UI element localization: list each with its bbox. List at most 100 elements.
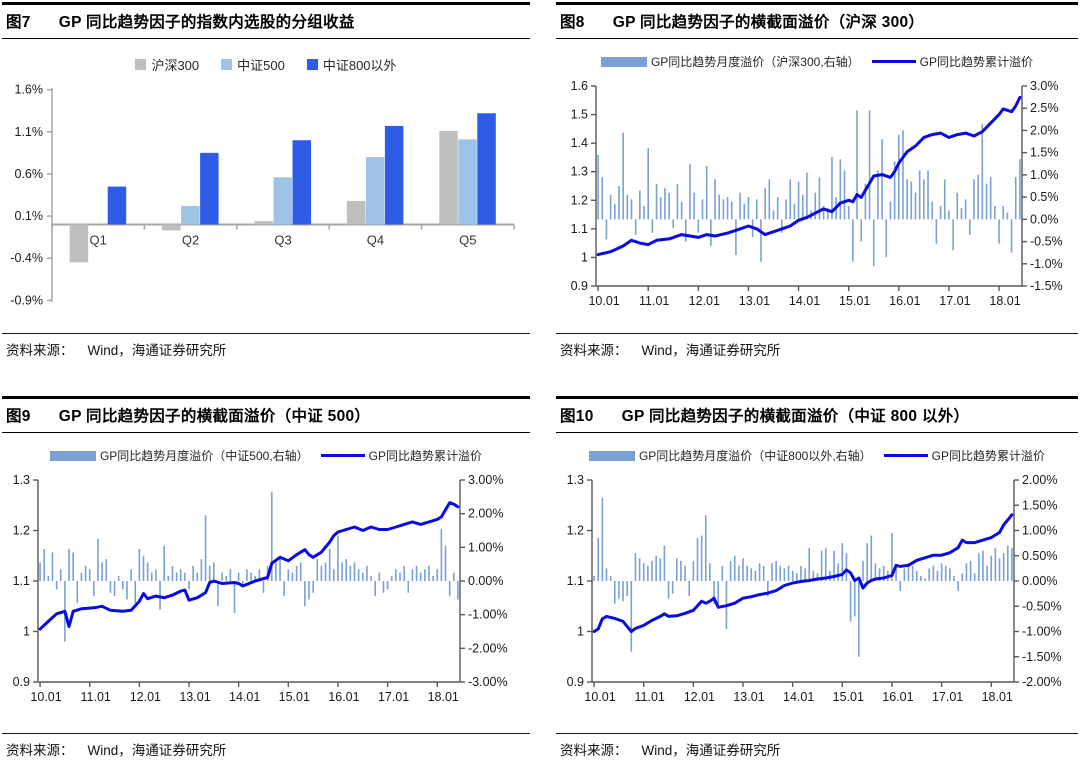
svg-text:1.5%: 1.5%	[1030, 146, 1059, 160]
svg-text:18.01: 18.01	[428, 690, 459, 704]
svg-text:0.0%: 0.0%	[1030, 212, 1059, 226]
svg-text:2.00%: 2.00%	[1022, 473, 1057, 487]
legend-item: 中证800以外	[306, 55, 397, 74]
svg-text:11.01: 11.01	[635, 690, 665, 704]
source-label: 资料来源：	[6, 743, 74, 758]
svg-text:Q5: Q5	[459, 232, 476, 247]
svg-text:1.00%: 1.00%	[1022, 524, 1057, 538]
svg-text:1.1: 1.1	[571, 222, 588, 236]
svg-text:2.0%: 2.0%	[1030, 123, 1059, 137]
legend-label: GP同比趋势月度溢价（中证500,右轴）	[99, 449, 309, 463]
figure-title-bar: 图10 GP 同比趋势因子的横截面溢价（中证 800 以外）	[556, 396, 1078, 433]
svg-text:16.01: 16.01	[882, 690, 913, 704]
svg-text:13.01: 13.01	[733, 690, 764, 704]
svg-text:0.50%: 0.50%	[1022, 549, 1057, 563]
svg-text:-1.5%: -1.5%	[1030, 279, 1063, 293]
source-label: 资料来源：	[6, 343, 74, 358]
monthly-premium-swatch	[588, 450, 635, 461]
svg-text:Q2: Q2	[182, 232, 199, 247]
svg-text:-1.00%: -1.00%	[468, 608, 508, 622]
chart-legend: GP同比趋势月度溢价（中证800以外,右轴） GP同比趋势累计溢价	[556, 447, 1078, 464]
cumulative-line-swatch	[320, 454, 365, 457]
svg-text:12.01: 12.01	[130, 690, 161, 704]
combo-chart-hs300: 1.6 1.5 1.4 1.3 1.2 1.1 1 0.9 3.0% 2.5% 2.0% 1.5% 1.…	[571, 79, 1063, 308]
svg-text:2.00%: 2.00%	[468, 507, 503, 521]
cumulative-line-swatch	[883, 454, 928, 457]
svg-text:-2.00%: -2.00%	[468, 641, 508, 655]
svg-text:10.01: 10.01	[588, 294, 619, 308]
source-line: 资料来源： Wind，海通证券研究所	[556, 733, 1078, 759]
source-label: 资料来源：	[560, 343, 628, 358]
figure-panel-8: 图8 GP 同比趋势因子的横截面溢价（沪深 300） GP同比趋势月度溢价（沪深…	[540, 0, 1080, 369]
svg-text:1: 1	[581, 250, 588, 264]
svg-text:1.3: 1.3	[13, 473, 30, 487]
svg-text:18.01: 18.01	[989, 294, 1020, 308]
svg-text:10.01: 10.01	[30, 690, 61, 704]
cumulative-premium-line	[38, 501, 460, 631]
monthly-premium-bars	[593, 497, 1013, 657]
svg-text:10.01: 10.01	[584, 690, 615, 704]
legend-item: 中证500	[221, 55, 285, 74]
svg-text:15.01: 15.01	[839, 294, 870, 308]
monthly-premium-bars	[39, 491, 459, 642]
svg-text:15.01: 15.01	[279, 690, 310, 704]
svg-text:1.50%: 1.50%	[1022, 498, 1057, 512]
svg-text:1.2: 1.2	[13, 524, 30, 538]
svg-text:16.01: 16.01	[889, 294, 920, 308]
svg-text:1.2: 1.2	[567, 524, 584, 538]
svg-text:-0.5%: -0.5%	[1030, 235, 1063, 249]
svg-text:13.01: 13.01	[739, 294, 770, 308]
figure-title: GP 同比趋势因子的横截面溢价（中证 800 以外）	[621, 408, 970, 425]
svg-text:17.01: 17.01	[378, 690, 409, 704]
legend-item: GP同比趋势累计溢价	[871, 53, 1034, 70]
grouped-bar-chart: 1.6% 1.1% 0.6% 0.1% -0.4% -0.9% Q1 Q2 Q3 Q4 Q5	[10, 83, 515, 307]
series-swatch-hs300	[135, 59, 147, 70]
svg-text:14.01: 14.01	[789, 294, 820, 308]
figure-panel-7: 图7 GP 同比趋势因子的指数内选股的分组收益 沪深300 中证500 中证80…	[0, 0, 540, 369]
cumulative-premium-line	[592, 513, 1014, 633]
svg-text:1.00%: 1.00%	[468, 540, 503, 554]
legend-label: 沪深300	[151, 58, 200, 73]
svg-text:0.6%: 0.6%	[15, 167, 44, 181]
cumulative-line-swatch	[871, 60, 916, 63]
legend-item: GP同比趋势累计溢价	[883, 447, 1045, 464]
source-line: 资料来源： Wind，海通证券研究所	[2, 733, 530, 759]
legend-item: GP同比趋势月度溢价（中证800以外,右轴）	[588, 447, 872, 464]
legend-label: GP同比趋势累计溢价	[368, 449, 483, 463]
svg-text:-1.50%: -1.50%	[1022, 650, 1062, 664]
figure-title: GP 同比趋势因子的指数内选股的分组收益	[58, 14, 355, 31]
svg-text:15.01: 15.01	[833, 690, 864, 704]
legend-label: GP同比趋势月度溢价（中证800以外,右轴）	[638, 449, 872, 463]
svg-text:-0.9%: -0.9%	[10, 293, 43, 307]
svg-text:12.01: 12.01	[684, 690, 715, 704]
svg-text:0.9: 0.9	[567, 675, 584, 689]
svg-text:14.01: 14.01	[229, 690, 260, 704]
source-label: 资料来源：	[560, 743, 628, 758]
svg-text:-2.00%: -2.00%	[1022, 675, 1062, 689]
svg-text:1.1: 1.1	[13, 574, 30, 588]
source-text: Wind，海通证券研究所	[87, 743, 227, 758]
monthly-premium-swatch	[600, 56, 647, 67]
svg-text:11.01: 11.01	[81, 690, 111, 704]
figure-panel-9: 图9 GP 同比趋势因子的横截面溢价（中证 500） GP同比趋势月度溢价（中证…	[0, 369, 540, 769]
svg-text:0.1%: 0.1%	[15, 209, 44, 223]
svg-text:Q1: Q1	[90, 232, 107, 247]
legend-item: GP同比趋势月度溢价（沪深300,右轴）	[600, 53, 860, 70]
svg-text:1.2: 1.2	[571, 193, 588, 207]
figure-number: 图9	[6, 408, 31, 425]
series-swatch-zz800ex	[306, 59, 318, 70]
source-line: 资料来源： Wind，海通证券研究所	[2, 333, 530, 359]
chart-legend: 沪深300 中证500 中证800以外	[2, 55, 530, 74]
svg-text:0.00%: 0.00%	[468, 574, 503, 588]
legend-item: GP同比趋势月度溢价（中证500,右轴）	[49, 447, 309, 464]
figure-title: GP 同比趋势因子的横截面溢价（中证 500）	[58, 408, 371, 425]
svg-text:18.01: 18.01	[982, 690, 1013, 704]
source-text: Wind，海通证券研究所	[87, 343, 227, 358]
svg-text:-1.0%: -1.0%	[1030, 257, 1063, 271]
legend-label: GP同比趋势累计溢价	[919, 55, 1034, 69]
cumulative-premium-line	[596, 95, 1022, 257]
chart-legend: GP同比趋势月度溢价（中证500,右轴） GP同比趋势累计溢价	[2, 447, 530, 464]
bar-series-2	[107, 113, 496, 225]
legend-label: 中证800以外	[322, 58, 397, 73]
